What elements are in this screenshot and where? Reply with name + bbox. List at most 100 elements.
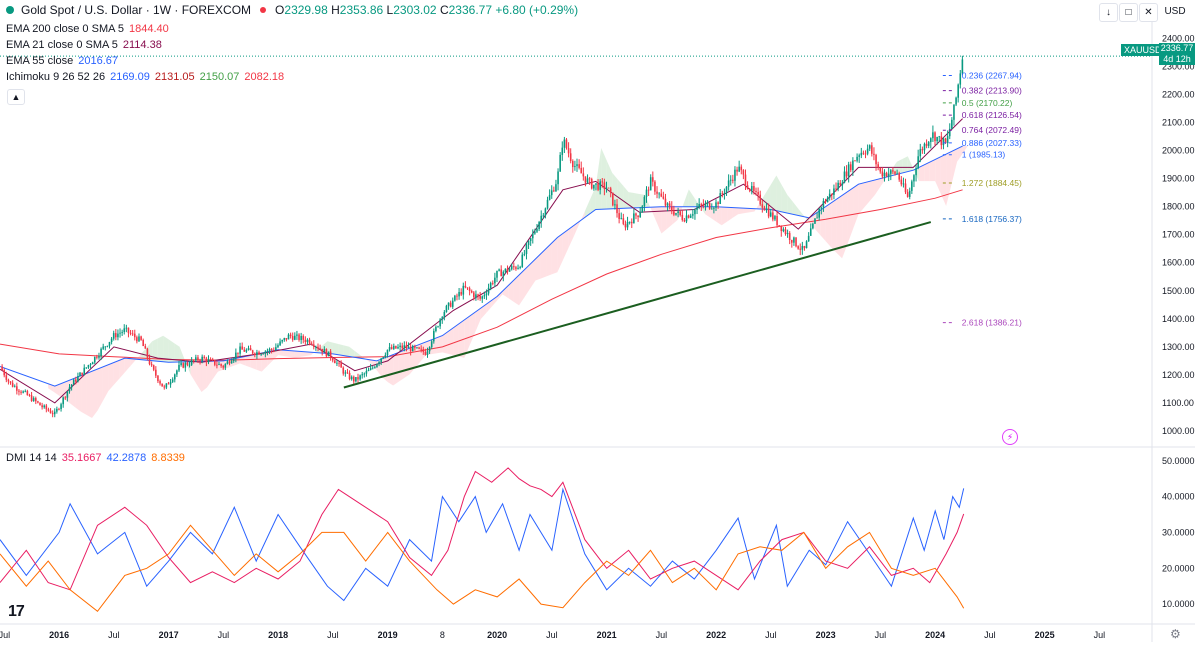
ichimoku-cloud-segment: [754, 202, 760, 212]
candle-body: [75, 379, 77, 382]
candle-body: [30, 395, 33, 401]
candle-body: [938, 136, 941, 138]
candle-body: [1, 366, 3, 371]
chart-header: Gold Spot / U.S. Dollar · 1W · FOREXCOM …: [6, 2, 578, 18]
ichimoku-cloud-segment: [787, 194, 793, 215]
candle-body: [468, 288, 471, 291]
candle-body: [127, 327, 130, 333]
candle-body: [207, 359, 210, 363]
candle-body: [567, 148, 570, 154]
tradingview-logo[interactable]: 17: [8, 603, 25, 620]
candle-body: [491, 282, 494, 284]
candle-body: [34, 398, 37, 402]
candle-body: [546, 199, 549, 209]
candle-body: [683, 220, 686, 222]
candle-body: [839, 182, 842, 186]
candle-body: [517, 267, 519, 269]
candle-body: [807, 235, 810, 242]
ichimoku-cloud-segment: [688, 189, 695, 207]
currency-selector[interactable]: USD: [1164, 6, 1186, 17]
ichimoku-cloud-segment: [113, 360, 120, 385]
legend-collapse-button[interactable]: ▲: [7, 89, 25, 105]
candle-body: [852, 160, 854, 171]
ichimoku-cloud-segment: [825, 202, 832, 248]
candle-body: [268, 349, 271, 351]
candle-body: [470, 290, 473, 293]
ichimoku-cloud-segment: [606, 160, 613, 209]
candle-body: [635, 213, 637, 216]
ichimoku-cloud-segment: [962, 145, 969, 154]
candle-body: [643, 196, 646, 207]
candle-body: [607, 187, 610, 189]
time-tick-label: 2020: [487, 630, 507, 640]
ichimoku-cloud-segment: [382, 356, 388, 383]
candle-body: [363, 373, 366, 375]
candle-body: [62, 397, 64, 405]
candle-body: [504, 268, 507, 272]
candle-body: [740, 166, 743, 171]
market-status-icon: [6, 6, 14, 14]
move-pane-down-button[interactable]: ↓: [1099, 3, 1118, 22]
legend-ichimoku[interactable]: Ichimoku 9 26 52 26 2169.09 2131.05 2150…: [6, 71, 285, 83]
candle-body: [115, 333, 117, 338]
candle-body: [481, 296, 484, 299]
candle-body: [637, 215, 639, 218]
candle-body: [590, 179, 593, 189]
time-tick-label: Jul: [984, 630, 996, 640]
candle-body: [270, 349, 273, 351]
candle-body: [557, 171, 559, 185]
candle-body: [285, 338, 288, 340]
candle-body: [769, 212, 772, 217]
candle-body: [715, 202, 717, 208]
candle-body: [251, 350, 254, 354]
ichimoku-cloud-segment: [573, 221, 580, 237]
candle-body: [13, 386, 16, 388]
candle-body: [645, 189, 648, 197]
candle-body: [390, 347, 393, 349]
maximize-pane-button[interactable]: □: [1119, 3, 1138, 22]
dmi-tick-label: 10.0000: [1162, 599, 1195, 609]
ichimoku-cloud-segment: [75, 375, 82, 412]
close-pane-button[interactable]: ✕: [1139, 3, 1158, 22]
candle-body: [222, 365, 225, 368]
legend-ema55[interactable]: EMA 55 close 2016.67: [6, 55, 119, 67]
legend-ema21[interactable]: EMA 21 close 0 SMA 5 2114.38: [6, 39, 162, 51]
candle-body: [576, 164, 578, 167]
candle-body: [953, 104, 955, 120]
ichimoku-cloud-segment: [716, 206, 722, 226]
candle-body: [237, 352, 239, 354]
lightning-icon[interactable]: ⚡: [1002, 429, 1018, 445]
symbol-title[interactable]: Gold Spot / U.S. Dollar · 1W · FOREXCOM: [21, 3, 252, 17]
ichimoku-cloud-segment: [289, 350, 295, 358]
candle-body: [580, 167, 583, 174]
candle-body: [430, 341, 433, 348]
candle-body: [98, 355, 100, 358]
legend-dmi[interactable]: DMI 14 14 35.1667 42.2878 8.8339: [6, 452, 185, 464]
ichimoku-cloud-segment: [442, 331, 448, 354]
candle-body: [833, 188, 835, 195]
candle-body: [3, 370, 6, 376]
candle-body: [22, 391, 24, 393]
candle-body: [416, 347, 418, 349]
candle-body: [24, 391, 27, 392]
ichimoku-cloud-segment: [469, 312, 476, 345]
candle-body: [831, 193, 833, 195]
ichimoku-cloud-segment: [562, 229, 569, 261]
legend-ema200[interactable]: EMA 200 close 0 SMA 5 1844.40: [6, 23, 169, 35]
candle-body: [60, 404, 62, 410]
time-tick-label: 2021: [597, 630, 617, 640]
candle-body: [508, 269, 511, 272]
candle-body: [355, 377, 357, 382]
ichimoku-cloud-segment: [436, 335, 443, 354]
ema55-line: [0, 145, 963, 387]
price-tick-label: 1200.00: [1162, 370, 1195, 380]
candle-body: [281, 340, 283, 342]
ichimoku-cloud-segment: [918, 164, 925, 182]
last-price-box: 2336.77 4d 12h: [1159, 43, 1195, 65]
candle-body: [161, 383, 163, 387]
candle-body: [555, 184, 557, 192]
ichimoku-cloud-segment: [513, 274, 520, 306]
gear-icon[interactable]: ⚙: [1170, 627, 1181, 641]
